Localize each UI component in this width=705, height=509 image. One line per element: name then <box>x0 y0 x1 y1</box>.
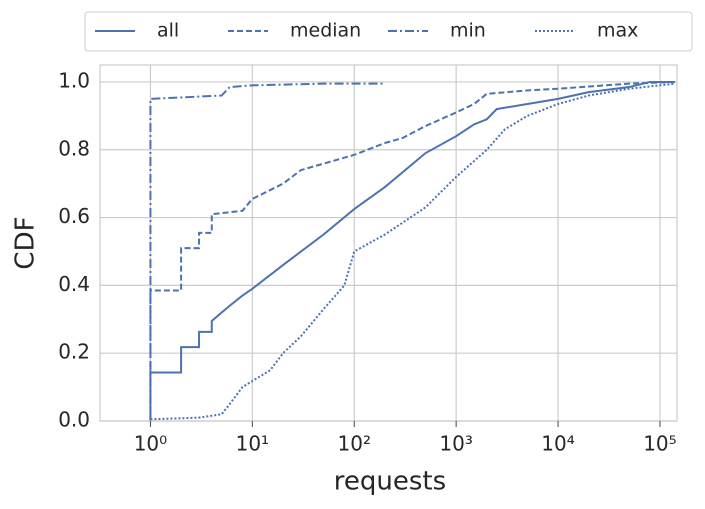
y-tick-label: 0.4 <box>58 272 90 296</box>
x-tick-label: 10³ <box>439 432 472 456</box>
x-tick-label: 10² <box>338 432 371 456</box>
legend-label: median <box>290 20 361 42</box>
x-tick-label: 10⁰ <box>134 432 167 456</box>
legend-entries: all median min max <box>95 20 638 42</box>
y-tick-label: 0.0 <box>58 408 90 432</box>
series-line <box>149 80 675 421</box>
grid <box>100 65 677 422</box>
x-axis-label: requests <box>334 467 446 497</box>
series-line <box>150 82 675 421</box>
legend-label: max <box>597 20 638 42</box>
lines <box>149 80 675 421</box>
series-line <box>149 80 675 421</box>
y-tick-label: 0.2 <box>58 340 90 364</box>
y-tick-label: 1.0 <box>58 68 90 92</box>
x-tick-label: 10⁵ <box>643 432 676 456</box>
plot-area <box>100 65 677 421</box>
legend-label: all <box>157 20 179 42</box>
legend-label: min <box>450 20 486 42</box>
x-tick-label: 10¹ <box>236 432 269 456</box>
y-tick-label: 0.8 <box>58 136 90 160</box>
plot-frame <box>99 64 678 422</box>
y-axis-label: CDF <box>11 216 41 269</box>
y-tick-label: 0.6 <box>58 204 90 228</box>
x-tick-label: 10⁴ <box>541 432 574 456</box>
series-line <box>149 82 385 421</box>
